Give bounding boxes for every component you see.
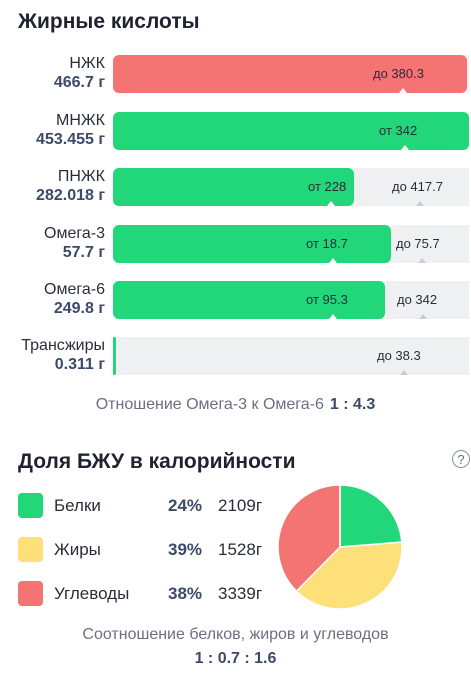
fatty-acid-row-pnzhk[interactable]: ПНЖК 282.018 г от 228 до 417.7 xyxy=(0,168,471,208)
min-norm-label: от 95.3 xyxy=(306,292,348,307)
fats-swatch xyxy=(18,537,43,562)
macros-pie-chart xyxy=(277,484,403,610)
fatty-acid-row-nzhk[interactable]: НЖК 466.7 г до 380.3 xyxy=(0,55,471,95)
pie-slice-2 xyxy=(277,484,341,593)
progress-fill xyxy=(113,337,116,375)
macros-ratio-label: Соотношение белков, жиров и углеводов xyxy=(82,626,389,643)
row-value: 249.8 г xyxy=(53,300,105,317)
help-icon[interactable]: ? xyxy=(452,450,470,468)
fatty-acid-row-trans-fats[interactable]: Трансжиры 0.311 г до 38.3 xyxy=(0,337,471,377)
row-value: 0.311 г xyxy=(54,356,105,373)
progress-track: до 38.3 xyxy=(113,337,469,375)
legend-percent: 38% xyxy=(168,584,203,603)
pie-slice-1 xyxy=(295,541,403,610)
min-norm-tick xyxy=(329,314,337,319)
max-norm-tick xyxy=(418,258,426,263)
progress-fill xyxy=(113,225,391,263)
min-norm-tick xyxy=(329,258,337,263)
legend-grams: 2109г xyxy=(218,496,263,515)
min-norm-tick xyxy=(401,145,409,150)
max-norm-label: до 342 xyxy=(397,292,438,307)
progress-track: от 342 xyxy=(113,112,469,150)
macros-title: Доля БЖУ в калорийности xyxy=(18,450,296,473)
macros-ratio-value: 1 : 0.7 : 1.6 xyxy=(194,650,277,667)
legend-name: Белки xyxy=(54,496,101,515)
max-norm-tick xyxy=(416,201,424,206)
row-value: 282.018 г xyxy=(36,187,105,204)
fatty-acid-row-omega3[interactable]: Омега-3 57.7 г от 18.7 до 75.7 xyxy=(0,225,471,265)
row-name: НЖК xyxy=(69,55,105,72)
max-norm-tick xyxy=(400,370,408,375)
legend-percent: 39% xyxy=(168,540,203,559)
row-name: ПНЖК xyxy=(57,168,105,185)
progress-track: от 228 до 417.7 xyxy=(113,168,469,206)
progress-track: от 95.3 до 342 xyxy=(113,281,469,319)
max-norm-label: до 417.7 xyxy=(392,179,443,194)
row-name: Омега-6 xyxy=(44,281,105,298)
legend-percent: 24% xyxy=(168,496,203,515)
progress-fill xyxy=(113,55,467,93)
legend-name: Углеводы xyxy=(54,584,130,603)
progress-track: от 18.7 до 75.7 xyxy=(113,225,469,263)
row-value: 453.455 г xyxy=(36,131,105,148)
progress-fill xyxy=(113,281,385,319)
min-norm-label: от 228 xyxy=(308,179,347,194)
legend-grams: 3339г xyxy=(218,584,263,603)
fatty-acid-row-mnzhk[interactable]: МНЖК 453.455 г от 342 xyxy=(0,112,471,152)
progress-track: до 380.3 xyxy=(113,55,469,93)
omega-ratio-label: Отношение Омега-3 к Омега-6 xyxy=(95,396,324,413)
max-norm-tick xyxy=(419,314,427,319)
progress-fill xyxy=(113,112,469,150)
protein-swatch xyxy=(18,493,43,518)
max-norm-label: до 380.3 xyxy=(373,66,424,81)
min-norm-tick xyxy=(327,201,335,206)
row-value: 466.7 г xyxy=(53,74,105,91)
legend-grams: 1528г xyxy=(218,540,263,559)
row-name: МНЖК xyxy=(56,112,105,129)
fatty-acids-title: Жирные кислоты xyxy=(18,10,200,33)
omega-ratio: Отношение Омега-3 к Омега-6 1 : 4.3 xyxy=(0,396,471,414)
row-name: Трансжиры xyxy=(21,337,105,354)
max-norm-label: до 75.7 xyxy=(396,236,440,251)
min-norm-label: от 18.7 xyxy=(306,236,348,251)
carbs-swatch xyxy=(18,581,43,606)
progress-fill xyxy=(113,168,354,206)
row-name: Омега-3 xyxy=(44,225,105,242)
fatty-acid-row-omega6[interactable]: Омега-6 249.8 г от 95.3 до 342 xyxy=(0,281,471,321)
legend-name: Жиры xyxy=(54,540,101,559)
max-norm-label: до 38.3 xyxy=(377,348,421,363)
pie-slice-0 xyxy=(339,484,403,548)
omega-ratio-value: 1 : 4.3 xyxy=(329,396,376,413)
min-norm-label: от 342 xyxy=(379,123,418,138)
row-value: 57.7 г xyxy=(62,244,105,261)
max-norm-tick xyxy=(399,88,407,93)
